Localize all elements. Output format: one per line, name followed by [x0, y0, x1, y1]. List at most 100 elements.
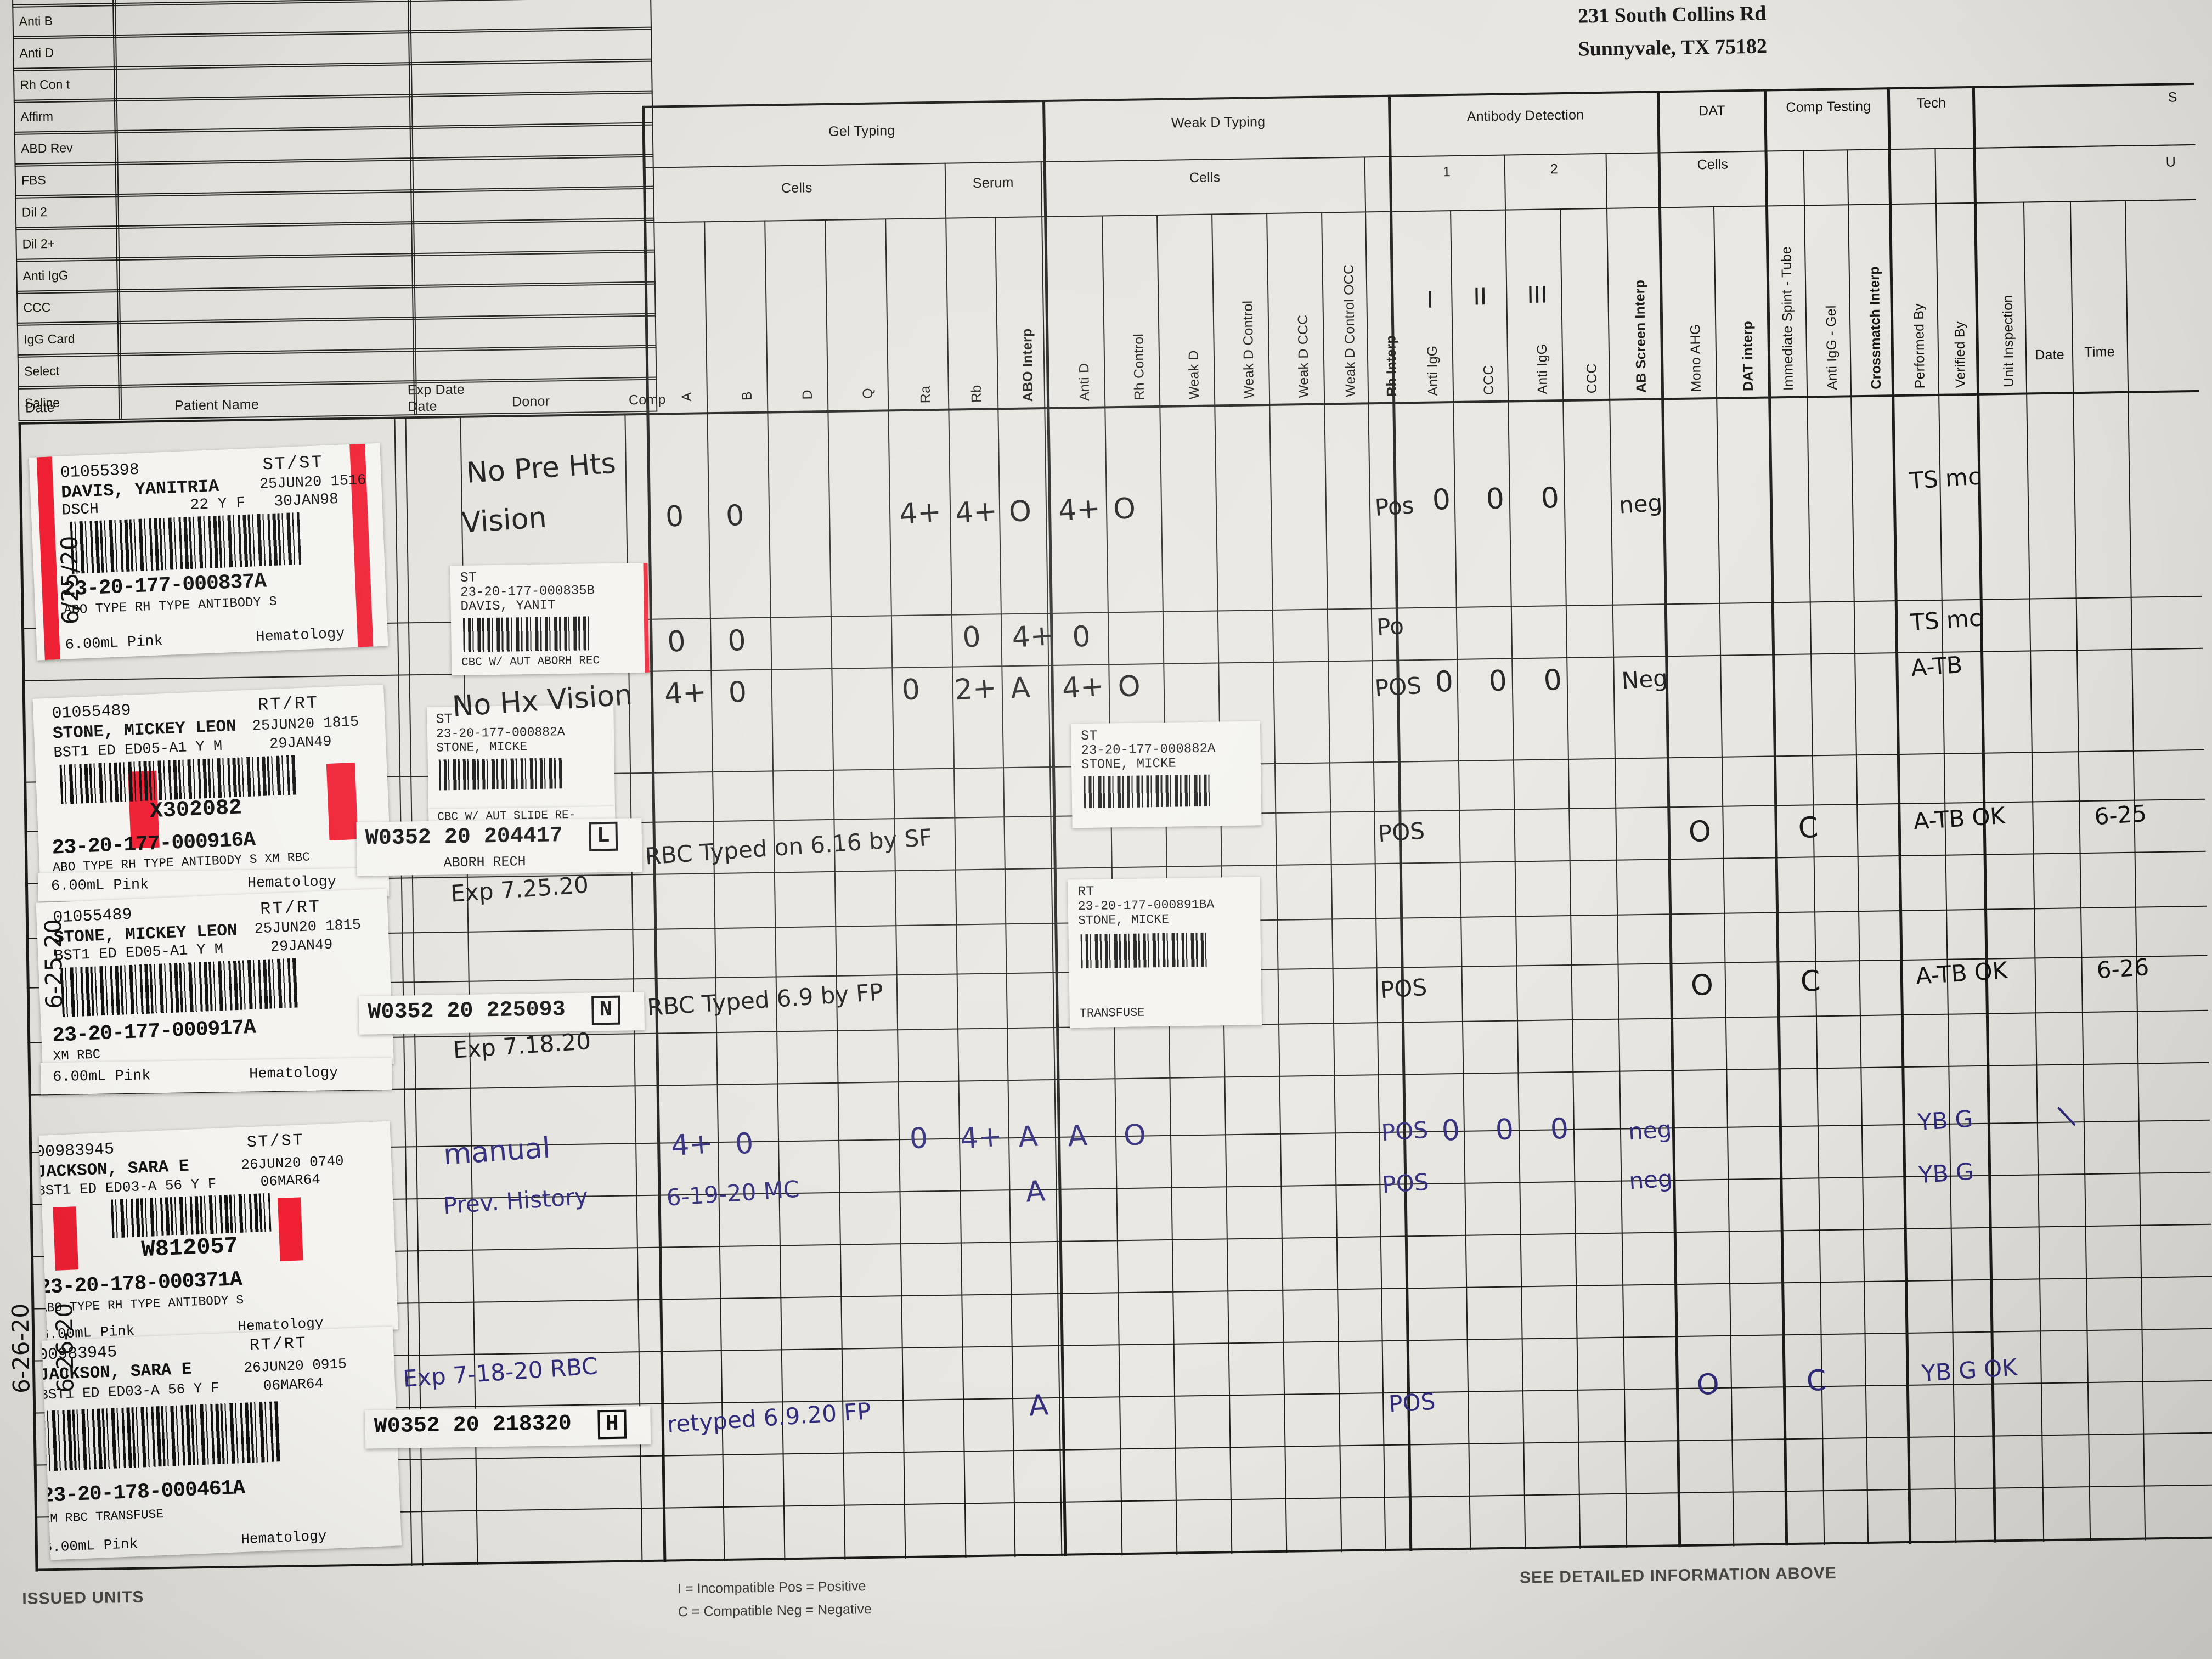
handwritten-date: 6-26-20: [50, 1302, 79, 1393]
small-specimen-label: RT 23-20-177-000891BA STONE, MICKE TRANS…: [1068, 877, 1262, 1028]
col-header-exp-date: Exp Date: [407, 381, 465, 398]
handwritten-ab-screen-interp: neg: [1627, 1115, 1673, 1146]
handwritten-weakd: O: [1122, 1118, 1147, 1153]
handwritten-gel-b: 0: [726, 624, 747, 658]
group-header-antibody-detection: Antibody Detection: [1466, 107, 1584, 125]
handwritten-rh-interp: POS: [1377, 817, 1426, 848]
donor-unit-label: W0352 20 204417 L ABORH RECH: [356, 818, 642, 876]
col-gel-q: Q: [860, 387, 876, 399]
col-header-patient-name: Patient Name: [174, 397, 259, 414]
handwritten-weakd: O: [1112, 492, 1137, 527]
handwritten-ab-screen-interp: neg: [1628, 1165, 1673, 1195]
small-label-accession: 23-20-177-000882A: [1081, 741, 1216, 759]
handwritten-rh-interp: POS: [1387, 1387, 1436, 1418]
col-ad1-ccc: CCC: [1481, 365, 1497, 396]
subgroup-weak-d-cells: Cells: [1189, 170, 1221, 186]
handwritten-note: Vision: [460, 501, 548, 540]
small-label-name: DAVIS, YANIT: [460, 598, 556, 614]
handwritten-rh-interp: POS: [1379, 973, 1428, 1004]
group-header-u: U: [2165, 154, 2176, 170]
col-dat-interp: DAT interp: [1740, 320, 1757, 392]
handwritten-crossmatch-interp: C: [1805, 1364, 1828, 1398]
col-gel-a: A: [679, 392, 695, 402]
handwritten-serum-ra: 4+: [959, 1120, 1003, 1156]
small-label-type: RT: [1077, 883, 1094, 900]
small-label-accession: 23-20-177-000882A: [436, 725, 565, 741]
reagent-row-label: Anti B: [19, 13, 53, 29]
label-collected: 26JUN20 0740: [240, 1153, 345, 1173]
handwritten-gel-a: 4+: [670, 1127, 714, 1163]
subgroup-ad-2: 2: [1550, 161, 1559, 177]
handwritten-gel-a: 4+: [663, 675, 708, 712]
specimen-label: 01055489 RT/RT STONE, MICKEY LEON 25JUN2…: [32, 684, 392, 891]
col-rh-interp: Rh Interp: [1383, 335, 1400, 397]
handwritten-weakd: 4+: [1057, 492, 1102, 528]
hospital-street: 231 South Collins Rd: [1577, 2, 1767, 28]
see-detailed-information: SEE DETAILED INFORMATION ABOVE: [1519, 1564, 1837, 1587]
handwritten-serum-rb: A: [1009, 671, 1031, 706]
handwritten-dat: O: [1695, 1368, 1720, 1402]
label-department: Hematology: [247, 874, 337, 892]
subgroup-ad-1: 1: [1442, 164, 1451, 180]
small-specimen-label: ST 23-20-177-000882A STONE, MICKE: [1070, 721, 1262, 828]
barcode: [70, 512, 303, 574]
handwritten-tech-date: 6-26: [2096, 953, 2150, 984]
handwritten-ab-screen-interp: Neg: [1621, 664, 1669, 695]
handwritten-ab-screen: 0: [1539, 481, 1560, 516]
small-specimen-label: ST 23-20-177-000835B DAVIS, YANIT CBC W/…: [450, 562, 650, 676]
donor-unit-label: W0352 20 218320 H: [365, 1406, 651, 1449]
label-tube: 6.00mL Pink: [43, 1535, 138, 1556]
col-date: Date: [2035, 347, 2065, 363]
col-header-comp: Comp: [628, 392, 666, 408]
col-dat-mono-ahg: Mono AHG: [1688, 324, 1705, 392]
handwritten-note: Prev. History: [442, 1182, 589, 1220]
handwritten-roman-ii: II: [1473, 283, 1487, 311]
col-ad2-anti-igg: Anti IgG: [1534, 343, 1551, 394]
col-ab-screen-interp: AB Screen Interp: [1632, 279, 1650, 393]
handwritten-ab-screen: 0: [1487, 664, 1508, 698]
small-label-tests: CBC W/ AUT ABORH REC: [461, 654, 600, 669]
label-tube: 6.00mL Pink: [53, 1068, 151, 1086]
handwritten-abo-interp: O: [1008, 494, 1033, 529]
label-accession-number: 23-20-178-000461A: [42, 1476, 246, 1509]
handwritten-note: No Pre Hts: [465, 447, 617, 490]
handwritten-tech-date: 6-25: [2094, 799, 2148, 831]
label-accession-id: 00983945: [38, 1140, 115, 1163]
handwritten-note: Exp 7.18.20: [452, 1027, 592, 1064]
reagent-row-label: Anti D: [19, 45, 54, 60]
label-dob: 06MAR64: [260, 1171, 321, 1190]
handwritten-tech-initials: YB G: [1917, 1105, 1974, 1136]
reagent-row-label: Select: [24, 363, 60, 379]
reagent-row-label: FBS: [21, 173, 46, 188]
group-header-s: S: [2168, 89, 2177, 105]
small-label-tests: TRANSFUSE: [1079, 1006, 1145, 1021]
handwritten-gel-a: 0: [664, 500, 685, 534]
col-weakd-weak-d: Weak D: [1186, 350, 1203, 400]
handwritten-ab-screen: 0: [1440, 1114, 1462, 1148]
label-type: RT/RT: [259, 896, 321, 920]
group-header-weak-d-typing: Weak D Typing: [1171, 114, 1266, 131]
handwritten-ab-screen: 0: [1434, 665, 1454, 699]
col-weakd-control-occ: Weak D Control OCC: [1341, 264, 1359, 398]
reagent-row-label: Affirm: [20, 109, 54, 124]
handwritten-serum-ra: 4+: [898, 495, 943, 531]
label-dob: 06MAR64: [263, 1375, 324, 1395]
label-tube: 6.00mL Pink: [65, 633, 163, 654]
group-header-tech: Tech: [1916, 95, 1946, 111]
donor-unit-number: W0352 20 225093: [368, 997, 566, 1025]
reagent-row-label: Dil 2: [21, 205, 48, 219]
handwritten-tech-initials: TS mc: [1909, 604, 1983, 636]
donor-unit-suffix: N: [591, 995, 620, 1025]
handwritten-gel-b: 0: [727, 675, 748, 710]
col-performed-by: Performed By: [1911, 303, 1928, 389]
subgroup-gel-cells: Cells: [781, 180, 812, 196]
small-label-name: STONE, MICKE: [1077, 912, 1170, 928]
col-serum-ra: Ra: [917, 385, 934, 404]
col-weakd-rh-control: Rh Control: [1131, 333, 1148, 400]
handwritten-note: RBC Typed on 6.16 by SF: [644, 823, 933, 870]
label-department: Hematology: [249, 1065, 338, 1083]
handwritten-gel-b: 0: [734, 1127, 755, 1161]
label-collected: 25JUN20 1815: [254, 917, 362, 938]
issued-units-heading: ISSUED UNITS: [22, 1588, 144, 1608]
